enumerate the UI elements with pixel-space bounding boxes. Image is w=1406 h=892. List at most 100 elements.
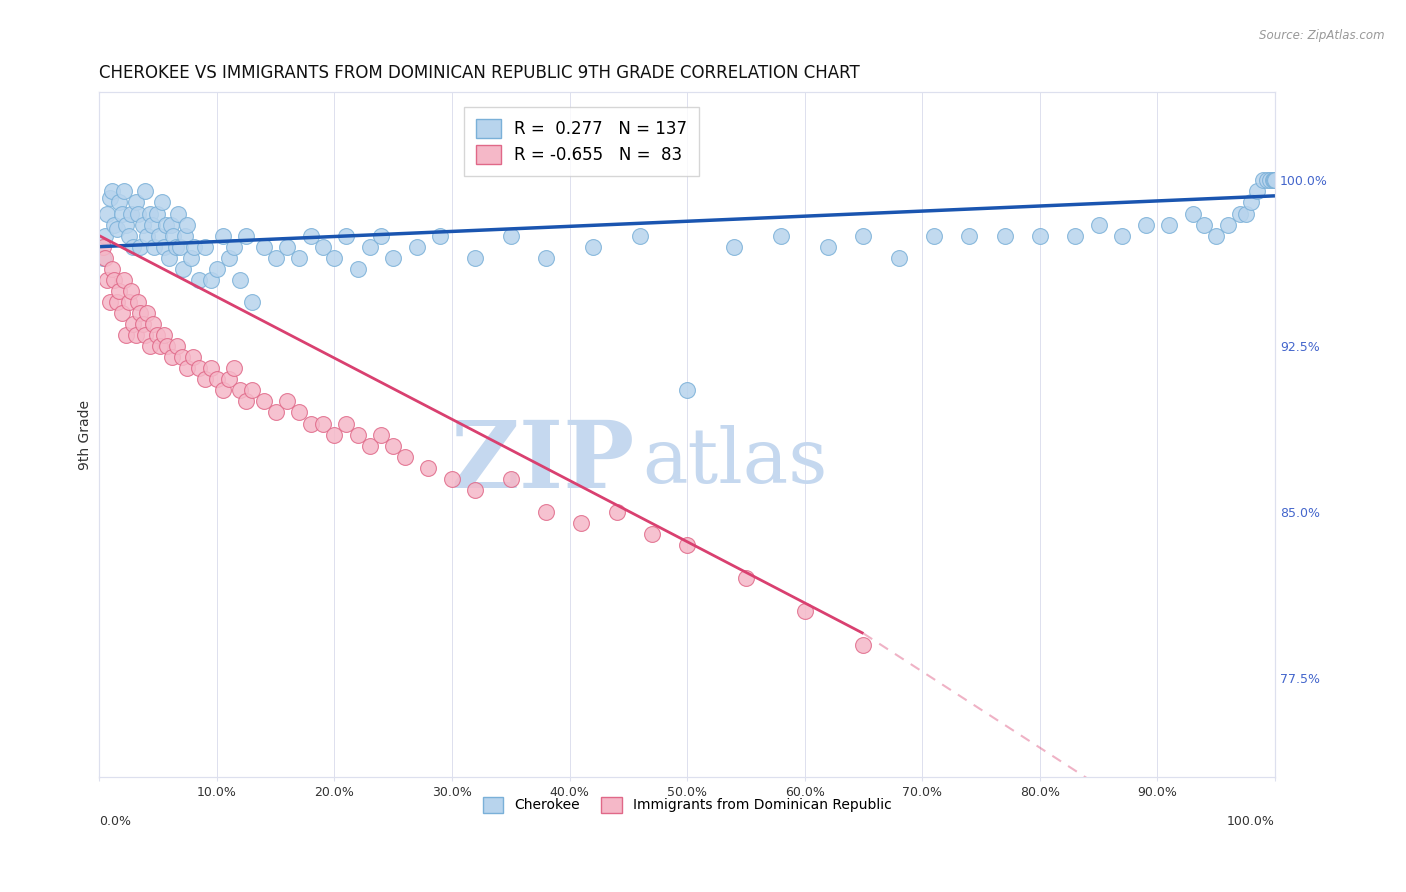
Point bbox=[1229, 206, 1251, 220]
Point bbox=[370, 427, 392, 442]
Point bbox=[165, 240, 187, 254]
Point bbox=[229, 273, 252, 287]
Point bbox=[1263, 173, 1285, 187]
Point bbox=[418, 460, 440, 475]
Point bbox=[150, 195, 173, 210]
Point bbox=[139, 339, 162, 353]
Point bbox=[101, 185, 124, 199]
Point bbox=[1261, 173, 1284, 187]
Point bbox=[770, 228, 793, 243]
Point bbox=[105, 294, 128, 309]
Point bbox=[922, 228, 945, 243]
Point bbox=[464, 483, 486, 497]
Point bbox=[94, 251, 117, 265]
Point bbox=[98, 191, 121, 205]
Text: 100.0%: 100.0% bbox=[1227, 815, 1275, 828]
Point bbox=[534, 505, 557, 519]
Point bbox=[359, 240, 381, 254]
Point bbox=[253, 240, 276, 254]
Point bbox=[323, 251, 346, 265]
Point bbox=[957, 228, 980, 243]
Point bbox=[162, 228, 184, 243]
Point bbox=[394, 450, 416, 464]
Point bbox=[359, 439, 381, 453]
Point bbox=[139, 206, 162, 220]
Point bbox=[129, 306, 152, 320]
Point bbox=[218, 372, 240, 386]
Point bbox=[405, 240, 427, 254]
Point bbox=[157, 251, 180, 265]
Point bbox=[1194, 218, 1216, 232]
Text: 0.0%: 0.0% bbox=[100, 815, 131, 828]
Point bbox=[194, 372, 217, 386]
Point bbox=[124, 328, 146, 343]
Point bbox=[96, 206, 118, 220]
Point bbox=[155, 218, 177, 232]
Point bbox=[110, 206, 132, 220]
Point bbox=[183, 240, 205, 254]
Point bbox=[166, 339, 188, 353]
Point bbox=[142, 317, 165, 331]
Point bbox=[180, 251, 202, 265]
Point bbox=[1087, 218, 1109, 232]
Point bbox=[569, 516, 592, 530]
Point bbox=[91, 240, 114, 254]
Point bbox=[176, 361, 198, 376]
Point bbox=[264, 405, 287, 419]
Point bbox=[134, 328, 156, 343]
Point bbox=[200, 273, 222, 287]
Point bbox=[115, 328, 138, 343]
Point bbox=[1205, 228, 1227, 243]
Point bbox=[370, 228, 392, 243]
Point bbox=[136, 306, 159, 320]
Point bbox=[205, 372, 228, 386]
Point bbox=[676, 384, 699, 398]
Point bbox=[146, 328, 169, 343]
Point bbox=[134, 185, 156, 199]
Point bbox=[993, 228, 1015, 243]
Point bbox=[120, 284, 142, 298]
Point bbox=[120, 206, 142, 220]
Point bbox=[1216, 218, 1239, 232]
Point bbox=[112, 273, 135, 287]
Point bbox=[311, 240, 333, 254]
Point bbox=[103, 218, 125, 232]
Point bbox=[96, 273, 118, 287]
Point bbox=[1264, 173, 1286, 187]
Point bbox=[229, 384, 252, 398]
Point bbox=[122, 317, 145, 331]
Point bbox=[288, 405, 311, 419]
Point bbox=[335, 417, 357, 431]
Point bbox=[793, 604, 815, 618]
Point bbox=[240, 294, 263, 309]
Point bbox=[101, 261, 124, 276]
Point bbox=[224, 240, 246, 254]
Point bbox=[172, 261, 194, 276]
Legend: Cherokee, Immigrants from Dominican Republic: Cherokee, Immigrants from Dominican Repu… bbox=[477, 791, 897, 818]
Point bbox=[103, 273, 125, 287]
Text: ZIP: ZIP bbox=[450, 417, 634, 507]
Point bbox=[112, 185, 135, 199]
Point bbox=[94, 228, 117, 243]
Point bbox=[105, 222, 128, 236]
Point bbox=[1234, 206, 1257, 220]
Point bbox=[200, 361, 222, 376]
Point bbox=[628, 228, 651, 243]
Point bbox=[146, 206, 169, 220]
Point bbox=[132, 218, 155, 232]
Point bbox=[1064, 228, 1087, 243]
Point bbox=[156, 339, 179, 353]
Point bbox=[1246, 185, 1268, 199]
Point bbox=[127, 206, 149, 220]
Point bbox=[117, 294, 139, 309]
Point bbox=[240, 384, 263, 398]
Point bbox=[429, 228, 451, 243]
Point bbox=[1251, 173, 1274, 187]
Point bbox=[143, 240, 166, 254]
Point bbox=[276, 394, 298, 409]
Point bbox=[852, 228, 875, 243]
Point bbox=[1159, 218, 1181, 232]
Point bbox=[153, 240, 176, 254]
Point bbox=[347, 427, 370, 442]
Point bbox=[335, 228, 357, 243]
